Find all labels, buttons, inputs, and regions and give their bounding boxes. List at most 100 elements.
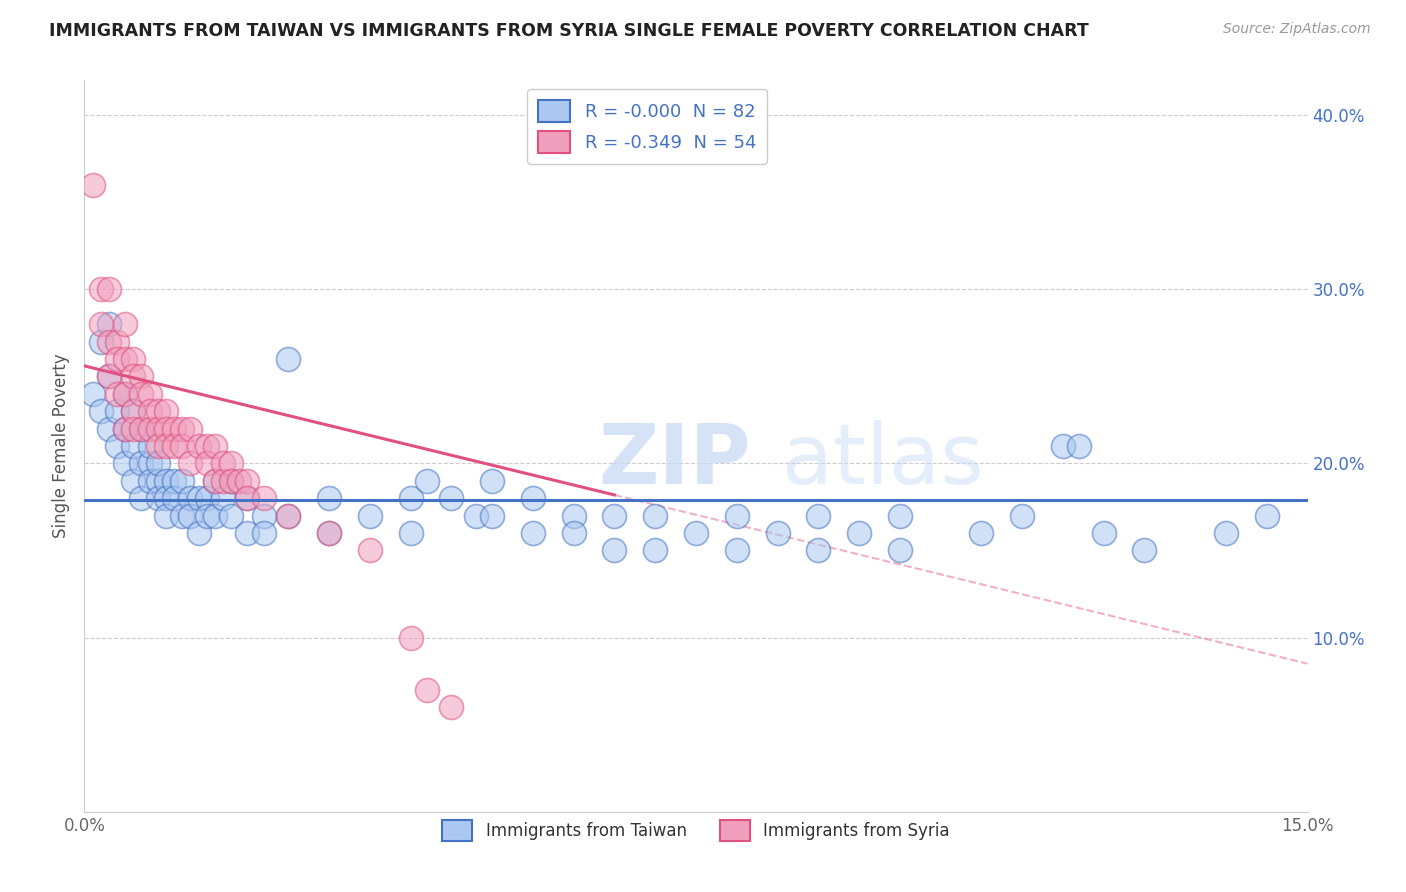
Point xyxy=(146,457,169,471)
Point xyxy=(236,491,259,506)
Point xyxy=(562,526,585,541)
Point xyxy=(195,491,218,506)
Point xyxy=(114,421,136,435)
Point xyxy=(1256,508,1278,523)
Point xyxy=(146,474,169,488)
Point xyxy=(318,491,340,506)
Point xyxy=(122,404,145,418)
Point xyxy=(219,457,242,471)
Point xyxy=(97,282,120,296)
Point xyxy=(1215,526,1237,541)
Point xyxy=(114,351,136,366)
Point xyxy=(440,491,463,506)
Point xyxy=(105,386,128,401)
Point xyxy=(1069,439,1091,453)
Point xyxy=(90,404,112,418)
Point xyxy=(253,526,276,541)
Point xyxy=(212,491,235,506)
Point xyxy=(277,508,299,523)
Point xyxy=(318,526,340,541)
Point xyxy=(277,508,299,523)
Point xyxy=(1011,508,1033,523)
Point xyxy=(179,491,201,506)
Point xyxy=(179,508,201,523)
Point xyxy=(399,631,422,645)
Point xyxy=(204,474,226,488)
Text: ZIP: ZIP xyxy=(598,420,751,501)
Point xyxy=(644,543,666,558)
Point xyxy=(1092,526,1115,541)
Point xyxy=(440,700,463,714)
Point xyxy=(195,508,218,523)
Point xyxy=(114,457,136,471)
Point xyxy=(970,526,993,541)
Point xyxy=(253,491,276,506)
Point xyxy=(131,491,153,506)
Point xyxy=(848,526,870,541)
Point xyxy=(90,334,112,349)
Point xyxy=(889,508,911,523)
Point xyxy=(725,508,748,523)
Point xyxy=(464,508,486,523)
Point xyxy=(90,282,112,296)
Point xyxy=(114,421,136,435)
Point xyxy=(644,508,666,523)
Point xyxy=(138,457,160,471)
Point xyxy=(138,421,160,435)
Point xyxy=(204,474,226,488)
Point xyxy=(522,491,544,506)
Text: atlas: atlas xyxy=(782,420,983,501)
Point xyxy=(562,508,585,523)
Point xyxy=(155,508,177,523)
Point xyxy=(172,439,194,453)
Point xyxy=(97,369,120,384)
Point xyxy=(204,439,226,453)
Point xyxy=(131,386,153,401)
Point xyxy=(219,474,242,488)
Point xyxy=(179,421,201,435)
Point xyxy=(97,421,120,435)
Point xyxy=(155,404,177,418)
Point xyxy=(685,526,707,541)
Point xyxy=(318,526,340,541)
Point xyxy=(807,543,830,558)
Point xyxy=(114,386,136,401)
Point xyxy=(97,317,120,331)
Point xyxy=(172,421,194,435)
Point xyxy=(212,474,235,488)
Point xyxy=(131,421,153,435)
Point xyxy=(236,526,259,541)
Point xyxy=(163,439,186,453)
Point xyxy=(138,474,160,488)
Point xyxy=(105,334,128,349)
Point xyxy=(122,439,145,453)
Point xyxy=(138,439,160,453)
Point xyxy=(195,457,218,471)
Point xyxy=(359,508,381,523)
Point xyxy=(236,491,259,506)
Point xyxy=(82,386,104,401)
Point xyxy=(90,317,112,331)
Point xyxy=(146,421,169,435)
Point xyxy=(253,508,276,523)
Point xyxy=(212,457,235,471)
Point xyxy=(82,178,104,192)
Point xyxy=(725,543,748,558)
Point xyxy=(277,351,299,366)
Legend: Immigrants from Taiwan, Immigrants from Syria: Immigrants from Taiwan, Immigrants from … xyxy=(436,814,956,847)
Point xyxy=(481,508,503,523)
Point xyxy=(155,421,177,435)
Point xyxy=(603,543,626,558)
Point xyxy=(236,474,259,488)
Point xyxy=(179,457,201,471)
Point xyxy=(228,474,250,488)
Point xyxy=(163,491,186,506)
Point xyxy=(399,526,422,541)
Point xyxy=(131,369,153,384)
Point xyxy=(416,682,439,697)
Point xyxy=(155,491,177,506)
Point xyxy=(172,508,194,523)
Point xyxy=(187,526,209,541)
Point xyxy=(105,439,128,453)
Point xyxy=(131,457,153,471)
